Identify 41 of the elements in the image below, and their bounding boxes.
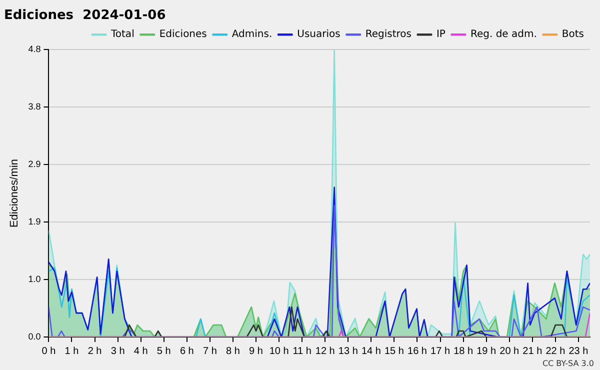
x-tick-label: 7 h (202, 346, 217, 357)
legend-label: Usuarios (297, 29, 340, 40)
x-tick-label: 19 h (476, 346, 496, 357)
x-tick-label: 12 h (315, 346, 335, 357)
x-tick-label: 15 h (384, 346, 404, 357)
y-tick-label: 4.8 (28, 44, 41, 54)
x-tick-label: 11 h (292, 346, 312, 357)
y-tick-label: 2.9 (28, 159, 41, 170)
legend-label: Total (110, 29, 134, 40)
x-tick-label: 22 h (546, 346, 566, 357)
x-tick-label: 17 h (430, 346, 450, 357)
x-tick-label: 10 h (269, 346, 289, 357)
legend-label: Registros (365, 29, 412, 40)
legend-label: Admins. (232, 29, 272, 40)
x-tick-label: 16 h (408, 346, 427, 357)
x-tick-label: 23 h (568, 346, 588, 357)
x-tick-label: 4 h (134, 346, 148, 357)
y-tick-label: 0.0 (28, 331, 41, 342)
x-tick-label: 2 h (88, 346, 102, 357)
y-tick-label: 3.8 (28, 102, 41, 112)
x-tick-label: 6 h (180, 346, 194, 357)
legend-label: IP (436, 29, 446, 40)
legend-label: Bots (562, 29, 584, 40)
y-tick-label: 1.9 (28, 216, 41, 227)
legend-label: Reg. de adm. (470, 29, 537, 40)
x-tick-label: 14 h (361, 346, 381, 357)
x-tick-label: 20 h (500, 346, 520, 357)
x-tick-label: 8 h (226, 346, 240, 357)
x-tick-label: 5 h (156, 346, 171, 357)
x-tick-label: 13 h (338, 346, 358, 357)
chart-title: Ediciones 2024-01-06 (4, 8, 166, 24)
x-tick-label: 3 h (110, 346, 125, 357)
y-tick-label: 1.0 (28, 274, 41, 284)
x-tick-label: 0 h (42, 346, 56, 357)
x-tick-label: 21 h (522, 346, 542, 357)
y-axis-title: Ediciones/min (8, 159, 21, 228)
x-tick-label: 18 h (454, 346, 474, 357)
x-tick-label: 9 h (249, 346, 263, 357)
x-tick-label: 1 h (64, 346, 79, 357)
text: CC BY-SA 3.0 (542, 359, 594, 368)
legend-label: Ediciones (159, 29, 207, 40)
